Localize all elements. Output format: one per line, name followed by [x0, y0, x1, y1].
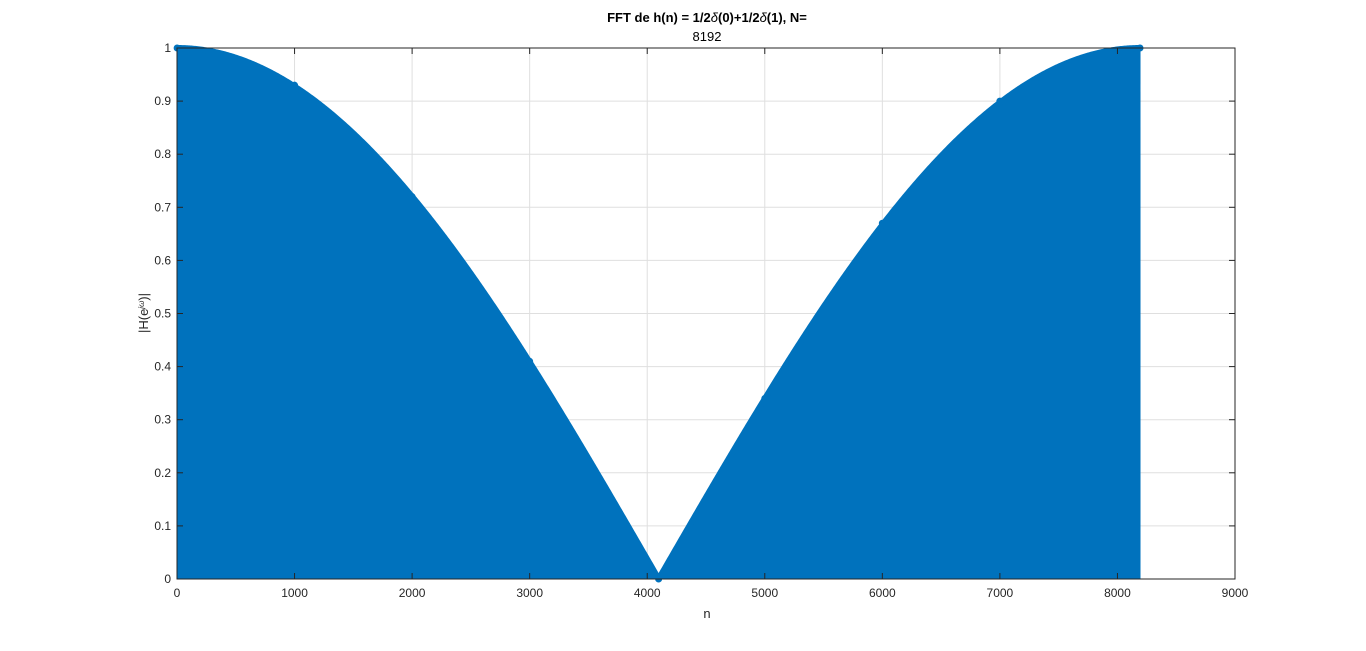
x-tick-label: 6000	[869, 586, 896, 600]
y-tick-label: 0.7	[154, 200, 171, 214]
x-tick-label: 7000	[987, 586, 1014, 600]
y-tick-label: 0.9	[154, 94, 171, 108]
y-tick-label: 0.6	[154, 253, 171, 267]
x-axis-label: n	[703, 606, 710, 621]
y-tick-label: 0	[164, 572, 171, 586]
y-tick-label: 0.2	[154, 466, 171, 480]
stem-marker	[878, 219, 886, 227]
x-tick-label: 0	[174, 586, 181, 600]
y-tick-label: 0.8	[154, 147, 171, 161]
y-tick-label: 0.5	[154, 307, 171, 321]
stem-marker	[408, 193, 416, 201]
stem-series	[173, 44, 1144, 583]
x-tick-label: 5000	[751, 586, 778, 600]
x-tick-label: 1000	[281, 586, 308, 600]
x-tick-label: 9000	[1222, 586, 1249, 600]
stem-marker	[996, 97, 1004, 105]
chart-subtitle: 8192	[693, 29, 722, 44]
y-tick-label: 1	[164, 41, 171, 55]
ticks: 0 1000 2000 3000 4000 5000 6000 7000 8000 9000 0 0.…	[154, 41, 1248, 600]
stem-marker	[761, 394, 769, 402]
y-tick-label: 0.4	[154, 360, 171, 374]
chart-title: FFT de h(n) = 1/2δ(0)+1/2δ(1), N=	[607, 10, 807, 25]
stem-marker	[526, 357, 534, 365]
x-tick-label: 4000	[634, 586, 661, 600]
stem-marker	[291, 81, 299, 89]
x-tick-label: 3000	[516, 586, 543, 600]
y-tick-label: 0.1	[154, 519, 171, 533]
x-tick-label: 8000	[1104, 586, 1131, 600]
y-axis-label: |H(ejω)|	[136, 293, 151, 333]
y-tick-label: 0.3	[154, 413, 171, 427]
x-tick-label: 2000	[399, 586, 426, 600]
